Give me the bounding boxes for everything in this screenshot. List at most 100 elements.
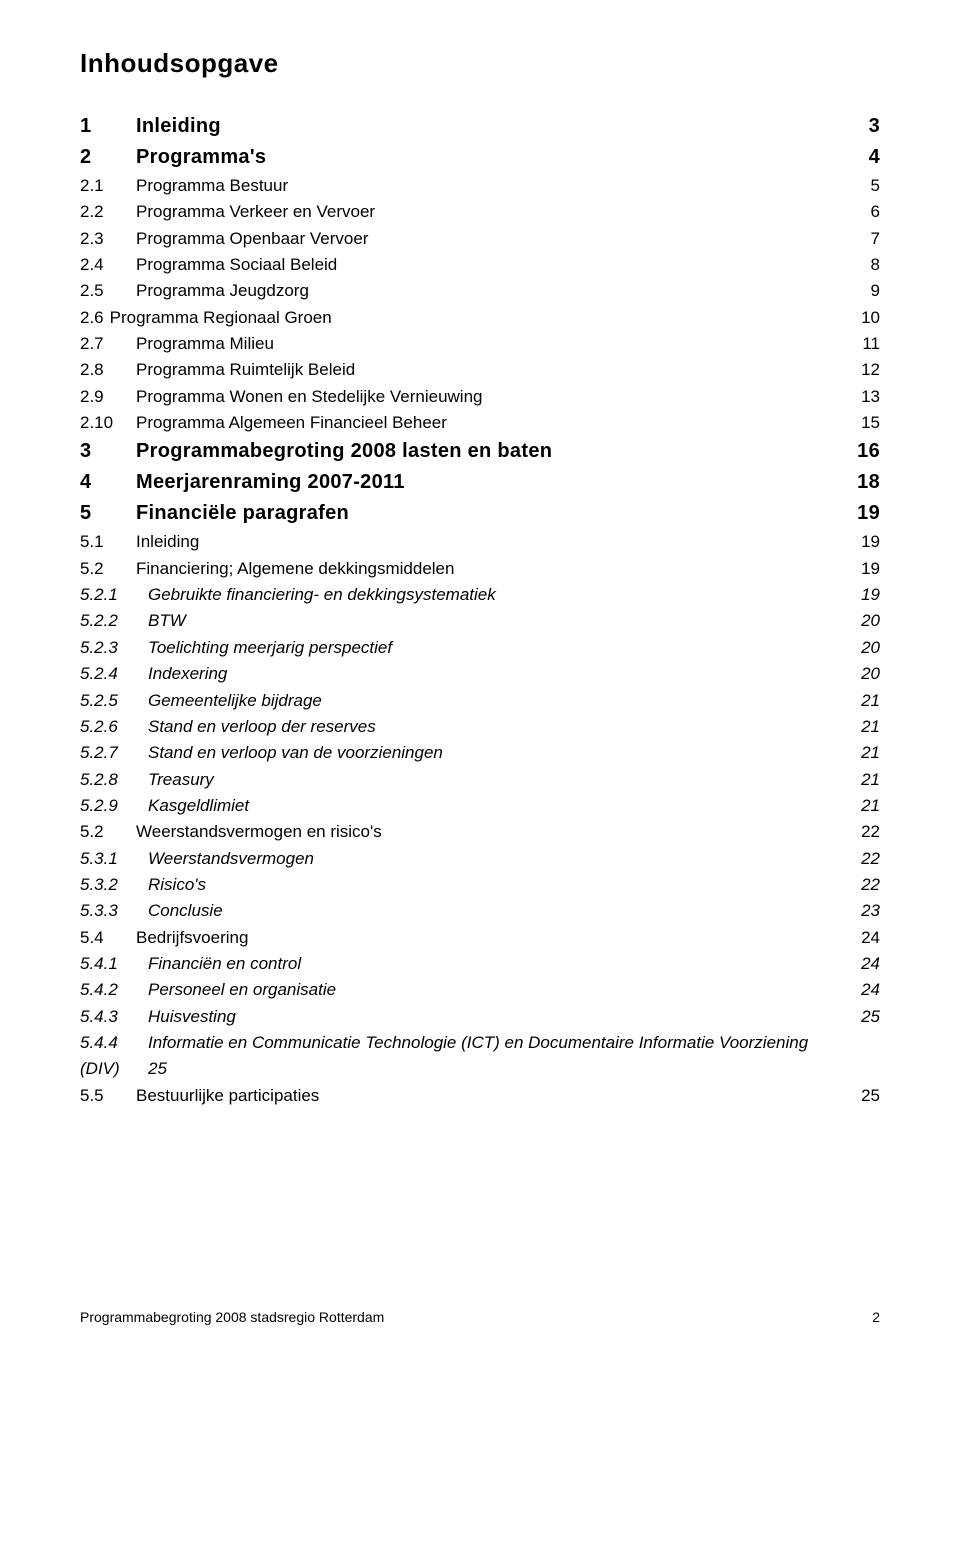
toc-row: 2.1Programma Bestuur5 (80, 173, 880, 199)
toc-label: Indexering (148, 661, 849, 687)
toc-number: 2.9 (80, 384, 136, 410)
toc-row: 5.4.4Informatie en Communicatie Technolo… (80, 1030, 880, 1056)
toc-label: Personeel en organisatie (148, 977, 849, 1003)
toc-page: 5 (859, 173, 880, 199)
toc-number: 2.2 (80, 199, 136, 225)
toc-label: Inleiding (136, 529, 849, 555)
toc-row: 5.5Bestuurlijke participaties25 (80, 1083, 880, 1109)
toc-number: 2.8 (80, 357, 136, 383)
toc-row: 5.2.4Indexering20 (80, 661, 880, 687)
toc-label: Informatie en Communicatie Technologie (… (148, 1030, 868, 1056)
footer-page-number: 2 (872, 1309, 880, 1325)
page-footer: Programmabegroting 2008 stadsregio Rotte… (80, 1309, 880, 1325)
toc-row: 5.2.3Toelichting meerjarig perspectief20 (80, 635, 880, 661)
toc-number: 2.1 (80, 173, 136, 199)
toc-label: Programma Jeugdzorg (136, 278, 859, 304)
toc-label: Programma Regionaal Groen (110, 305, 849, 331)
toc-row: 5.2Weerstandsvermogen en risico's22 (80, 819, 880, 845)
toc-page: 8 (859, 252, 880, 278)
toc-row: 2.2Programma Verkeer en Vervoer6 (80, 199, 880, 225)
toc-number: 2.5 (80, 278, 136, 304)
toc-page: 24 (849, 925, 880, 951)
toc-page: 21 (849, 767, 880, 793)
toc-page: 3 (857, 111, 880, 142)
toc-page: 18 (845, 467, 880, 498)
toc-number: 5.2 (80, 819, 136, 845)
toc-number: 5.2.6 (80, 714, 148, 740)
toc-row: 5.1Inleiding19 (80, 529, 880, 555)
toc-number: 5.2.5 (80, 688, 148, 714)
toc-page: 21 (849, 714, 880, 740)
toc-row: 5.2.8Treasury21 (80, 767, 880, 793)
toc-label: Bestuurlijke participaties (136, 1083, 849, 1109)
toc-number: 5.2.3 (80, 635, 148, 661)
toc-page: 25 (849, 1004, 880, 1030)
toc-page: 21 (849, 793, 880, 819)
toc-page: 20 (849, 635, 880, 661)
toc-label: Programma Bestuur (136, 173, 859, 199)
toc-label: Programma Milieu (136, 331, 850, 357)
toc-row: 5.4.1Financiën en control24 (80, 951, 880, 977)
toc-label: Gemeentelijke bijdrage (148, 688, 849, 714)
toc-label: Kasgeldlimiet (148, 793, 849, 819)
toc-row: 2.9Programma Wonen en Stedelijke Vernieu… (80, 384, 880, 410)
toc-row: 5.2.6Stand en verloop der reserves21 (80, 714, 880, 740)
toc-label: Programma Openbaar Vervoer (136, 226, 859, 252)
toc-page: 24 (849, 977, 880, 1003)
toc-number: 5.4.3 (80, 1004, 148, 1030)
toc-number: 2.6 (80, 305, 110, 331)
toc-page: 22 (849, 819, 880, 845)
toc-number: 5.3.3 (80, 898, 148, 924)
toc-number: 5.2.4 (80, 661, 148, 687)
toc-number: 1 (80, 111, 136, 142)
toc-number: 5.4.2 (80, 977, 148, 1003)
toc-page: 19 (849, 556, 880, 582)
toc-label: Programma's (136, 142, 857, 173)
toc-label: Huisvesting (148, 1004, 849, 1030)
toc-number: 5.3.1 (80, 846, 148, 872)
toc-row: 2.7Programma Milieu11 (80, 331, 880, 357)
toc-label: Conclusie (148, 898, 849, 924)
toc-page: 10 (849, 305, 880, 331)
toc-number: 5.2.7 (80, 740, 148, 766)
toc-row: 5.3.3Conclusie23 (80, 898, 880, 924)
toc-number: 5.2.9 (80, 793, 148, 819)
toc-label: Risico's (148, 872, 849, 898)
toc-page: 22 (849, 846, 880, 872)
toc-label: Gebruikte financiering- en dekkingsystem… (148, 582, 849, 608)
toc-number: 2.7 (80, 331, 136, 357)
toc-number: 5.2 (80, 556, 136, 582)
toc-row: 5.4.2Personeel en organisatie24 (80, 977, 880, 1003)
toc-row: 2.4Programma Sociaal Beleid8 (80, 252, 880, 278)
toc-page: 16 (845, 436, 880, 467)
toc-number: 2 (80, 142, 136, 173)
toc-page: 19 (849, 582, 880, 608)
toc-page: 24 (849, 951, 880, 977)
table-of-contents: 1Inleiding32Programma's42.1Programma Bes… (80, 111, 880, 1109)
toc-row: 2.10Programma Algemeen Financieel Beheer… (80, 410, 880, 436)
toc-row: 5.4.3Huisvesting25 (80, 1004, 880, 1030)
toc-label: Weerstandsvermogen en risico's (136, 819, 849, 845)
toc-label: Bedrijfsvoering (136, 925, 849, 951)
toc-label: Programma Wonen en Stedelijke Vernieuwin… (136, 384, 849, 410)
toc-row: 2Programma's4 (80, 142, 880, 173)
toc-page: 25 (849, 1083, 880, 1109)
toc-row-wrap: (DIV)25 (80, 1056, 880, 1082)
toc-page: 20 (849, 661, 880, 687)
toc-label: Programma Verkeer en Vervoer (136, 199, 859, 225)
toc-row: 2.5Programma Jeugdzorg9 (80, 278, 880, 304)
toc-number: 2.3 (80, 226, 136, 252)
toc-label: Toelichting meerjarig perspectief (148, 635, 849, 661)
toc-label: Financiering; Algemene dekkingsmiddelen (136, 556, 849, 582)
toc-label: Financiële paragrafen (136, 498, 845, 529)
toc-row: 5Financiële paragrafen19 (80, 498, 880, 529)
toc-number: 2.10 (80, 410, 136, 436)
toc-page: 15 (849, 410, 880, 436)
toc-row: 1Inleiding3 (80, 111, 880, 142)
toc-page: 21 (849, 688, 880, 714)
toc-page: 7 (859, 226, 880, 252)
toc-row: 5.2.2BTW20 (80, 608, 880, 634)
toc-label: Programma Sociaal Beleid (136, 252, 859, 278)
toc-row: 5.4Bedrijfsvoering24 (80, 925, 880, 951)
toc-row: 3Programmabegroting 2008 lasten en baten… (80, 436, 880, 467)
